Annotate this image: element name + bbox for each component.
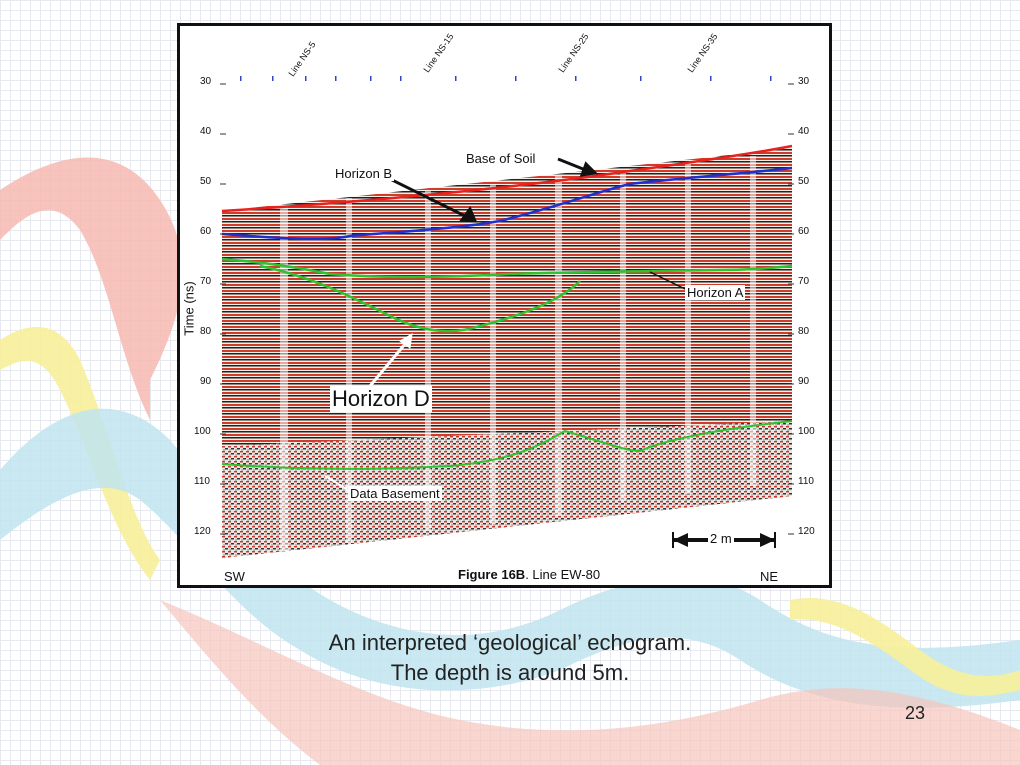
- y-tick-40: 40: [200, 126, 212, 137]
- y-tick-right-60: 60: [798, 226, 810, 237]
- echogram-plot: [220, 76, 794, 558]
- base-of-soil-line: [221, 144, 793, 213]
- y-tick-right-120: 120: [798, 526, 815, 537]
- figure-caption-bold: Figure 16B: [458, 567, 526, 582]
- scale-bar-label: 2 m: [708, 531, 734, 546]
- direction-right: NE: [760, 569, 779, 584]
- horizon-b-line: [221, 166, 793, 241]
- y-axis-right: [788, 83, 794, 535]
- y-tick-60: 60: [200, 226, 212, 237]
- data-basement-line: [221, 420, 793, 470]
- y-tick-70: 70: [200, 276, 212, 287]
- label-horizon-a: Horizon A: [685, 285, 746, 300]
- slide-caption-line-1: An interpreted ‘geological’ echogram.: [328, 630, 692, 655]
- y-axis-title: Time (ns): [181, 281, 197, 336]
- horizon-a-line: [221, 257, 793, 279]
- figure-caption-rest: . Line EW-80: [525, 567, 601, 582]
- y-tick-right-70: 70: [798, 276, 810, 287]
- slide-page-number: 23: [905, 703, 926, 723]
- label-data-basement: Data Basement: [348, 486, 442, 501]
- y-tick-right-90: 90: [798, 376, 810, 387]
- y-tick-120: 120: [194, 526, 211, 537]
- figure-caption: Figure 16B. Line EW-80: [458, 567, 600, 582]
- top-trace-markers: [240, 76, 772, 81]
- label-horizon-d: Horizon D: [330, 386, 432, 412]
- label-horizon-b: Horizon B: [333, 166, 395, 181]
- y-tick-50: 50: [200, 176, 212, 187]
- y-tick-right-100: 100: [798, 426, 815, 437]
- echogram-noise-section: [222, 421, 792, 558]
- y-tick-100: 100: [194, 426, 211, 437]
- y-axis-left: [220, 83, 226, 535]
- annotation-arrows: [324, 157, 686, 492]
- y-tick-right-80: 80: [798, 326, 810, 337]
- slide-caption-line-2: The depth is around 5m.: [390, 660, 630, 685]
- y-tick-80: 80: [200, 326, 212, 337]
- trace-columns: [280, 156, 756, 551]
- y-tick-30: 30: [200, 76, 212, 87]
- y-tick-right-30: 30: [798, 76, 810, 87]
- horizon-d-line: [259, 264, 581, 333]
- label-base-of-soil: Base of Soil: [466, 151, 536, 166]
- direction-left: SW: [224, 569, 245, 584]
- y-tick-110: 110: [194, 476, 210, 487]
- echogram-figure: Line NS-5 Line NS-15 Line NS-25 Line NS-…: [177, 23, 832, 588]
- y-tick-right-50: 50: [798, 176, 810, 187]
- y-tick-90: 90: [200, 376, 212, 387]
- y-tick-right-110: 110: [798, 476, 814, 487]
- y-tick-right-40: 40: [798, 126, 810, 137]
